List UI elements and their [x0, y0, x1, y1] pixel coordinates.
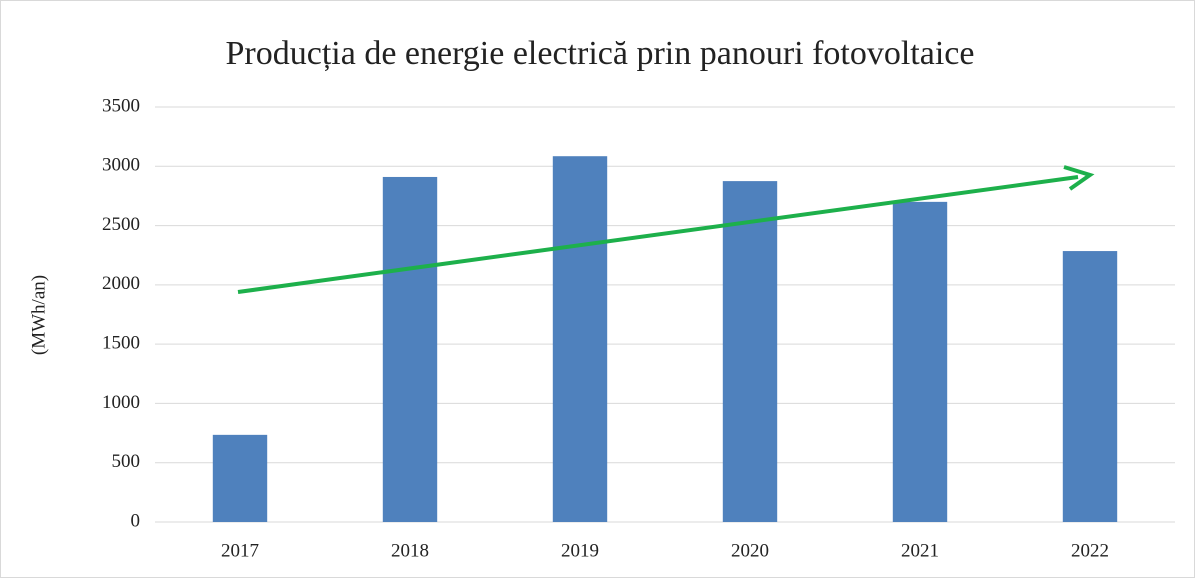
- y-tick-label: 1000: [102, 392, 140, 413]
- x-tick-label: 2021: [901, 540, 939, 561]
- bar: [552, 156, 608, 522]
- x-tick-label: 2018: [391, 540, 429, 561]
- bar: [892, 201, 948, 522]
- bar: [212, 434, 268, 522]
- plot: 0 500 1000 1500 2000 2500 3000 3500 2017 2018 2019…: [102, 95, 1175, 561]
- chart-title: Producția de energie electrică prin pano…: [226, 35, 975, 72]
- y-tick-label: 1500: [102, 333, 140, 354]
- x-tick-label: 2019: [561, 540, 599, 561]
- trend-line: [237, 175, 1079, 294]
- y-tick-label: 3500: [102, 95, 140, 116]
- bar: [1062, 251, 1118, 523]
- y-tick-label: 2000: [102, 273, 140, 294]
- bar: [722, 181, 778, 522]
- y-tick-label: 0: [131, 510, 141, 531]
- x-tick-label: 2020: [731, 540, 769, 561]
- trend-arrowhead: [1063, 165, 1095, 191]
- y-tick-label: 2500: [102, 214, 140, 235]
- x-tick-label: 2017: [221, 540, 259, 561]
- y-tick-label: 500: [112, 451, 141, 472]
- y-axis-label: (MWh/an): [28, 275, 49, 355]
- trend-arrow: [237, 165, 1095, 294]
- y-tick-label: 3000: [102, 155, 140, 176]
- bar: [382, 176, 438, 522]
- x-tick-label: 2022: [1071, 540, 1109, 561]
